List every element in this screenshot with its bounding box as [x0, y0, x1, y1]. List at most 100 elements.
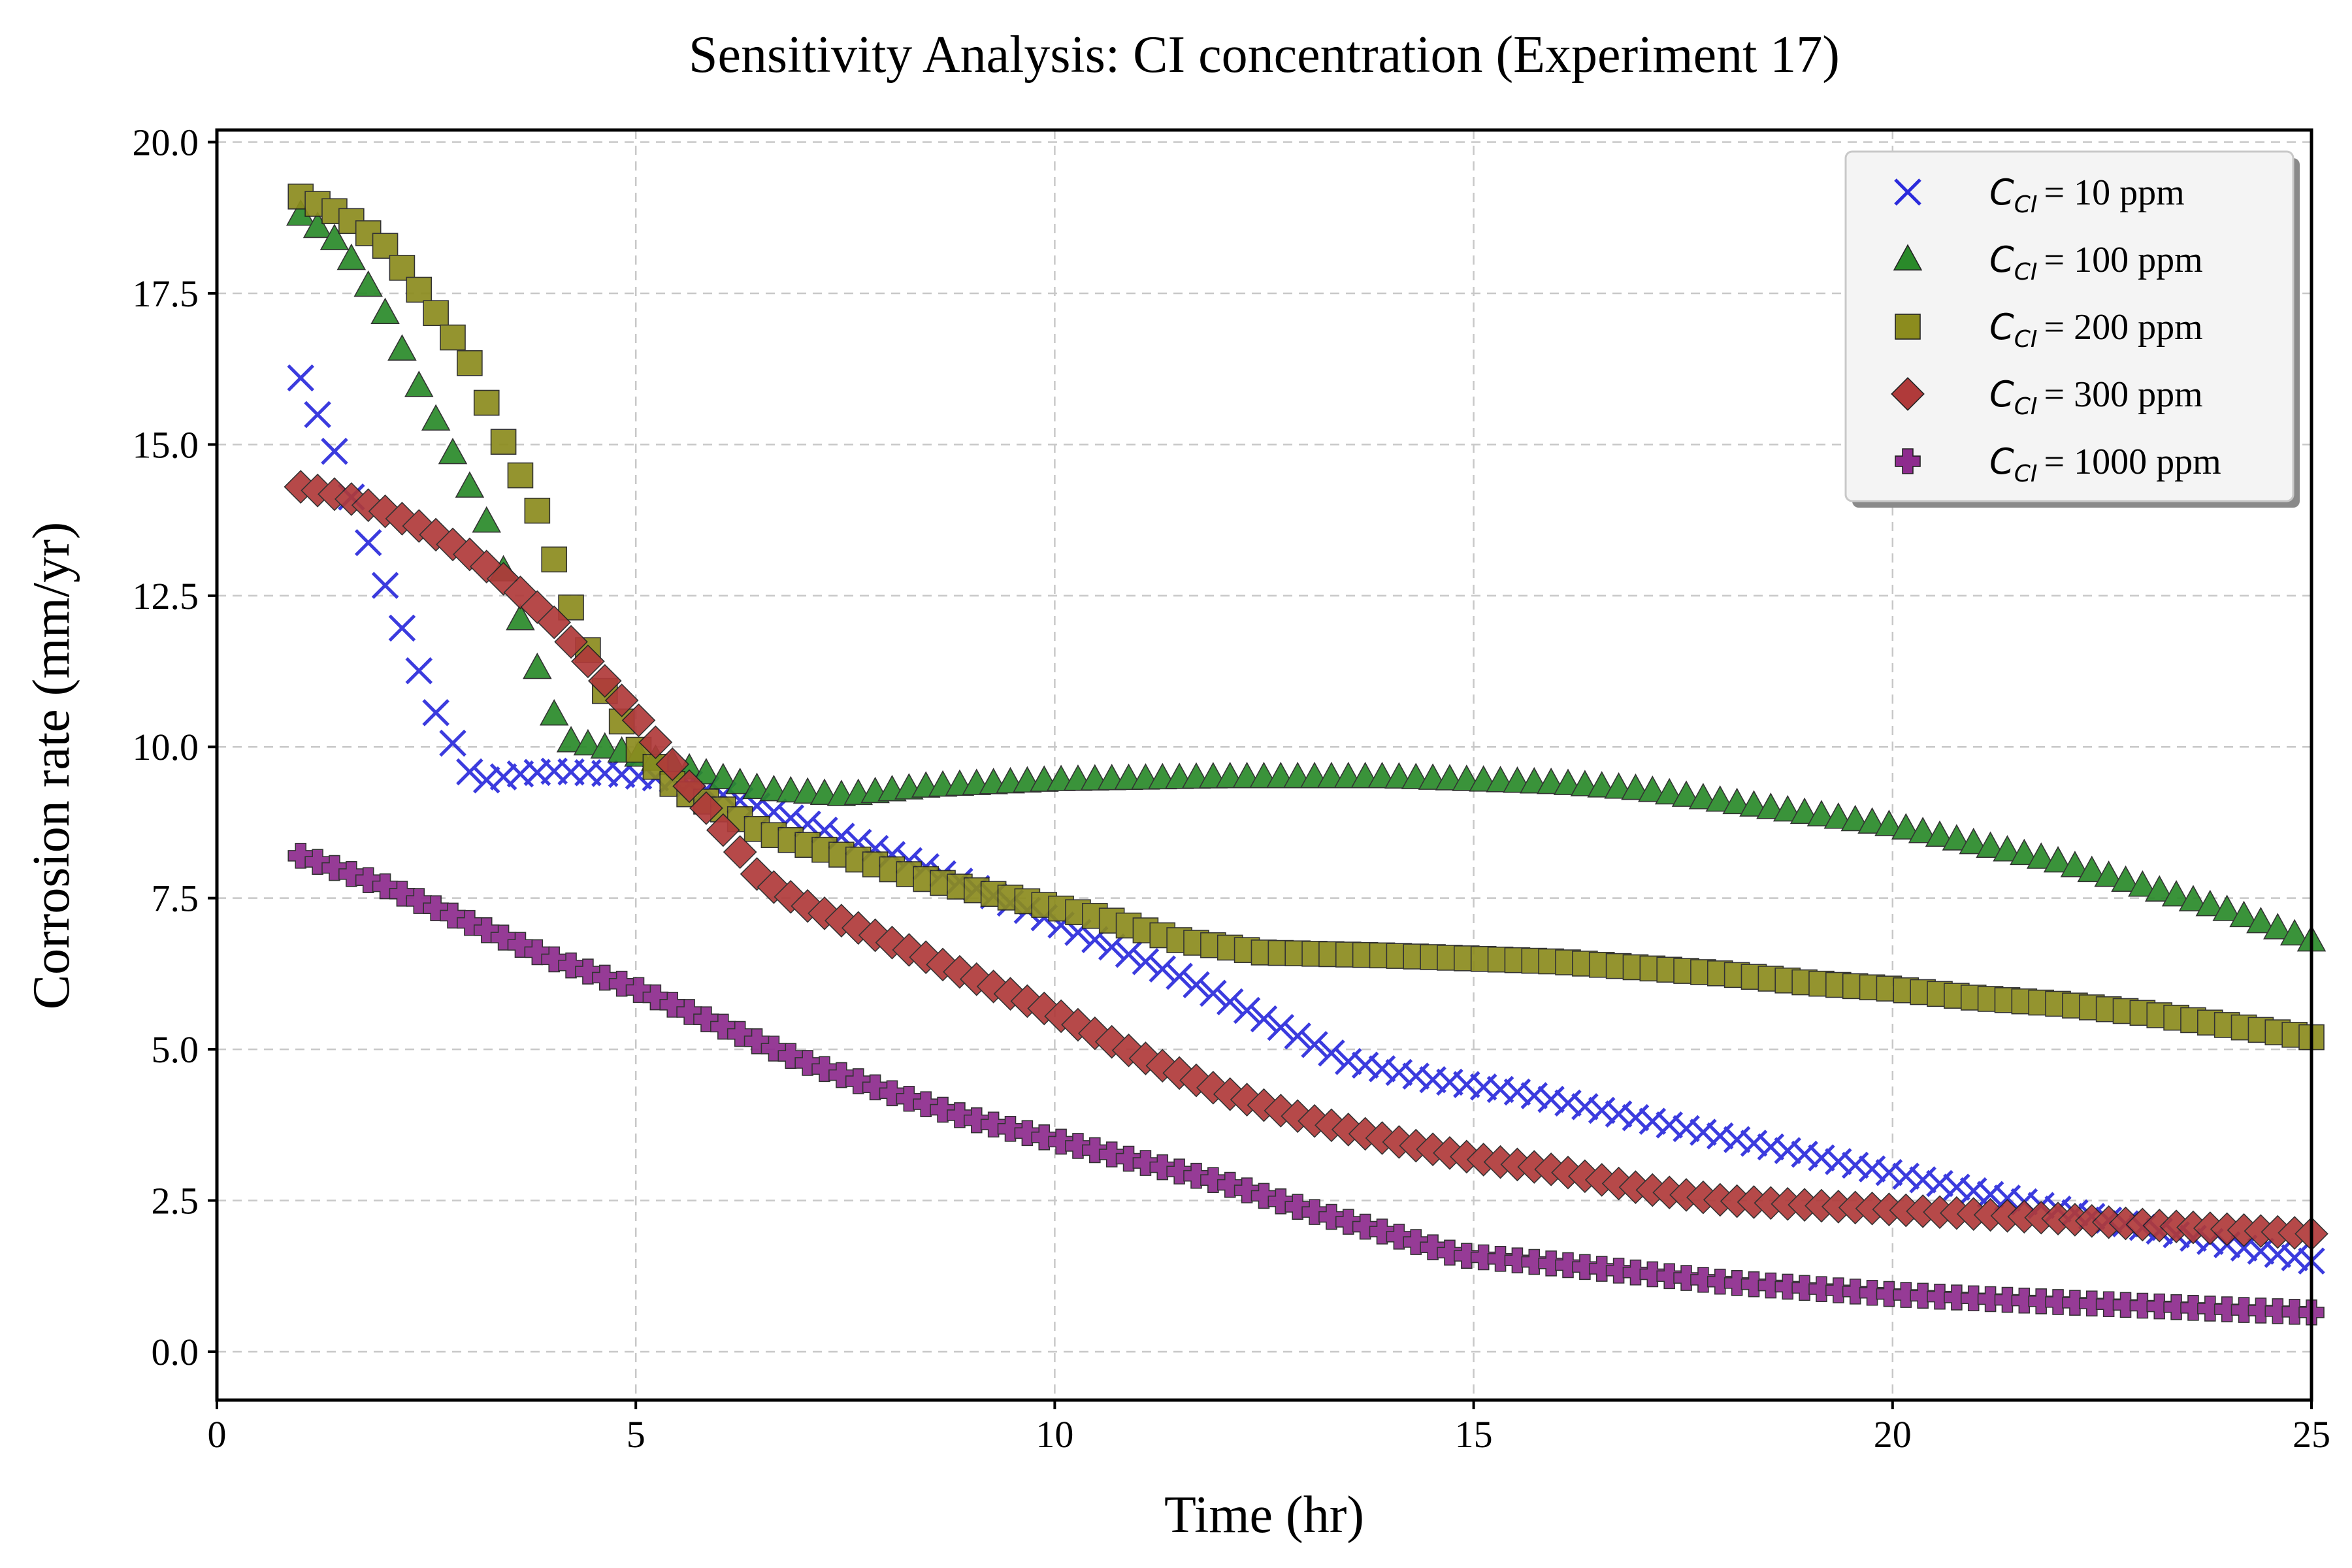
data-point: [1318, 1203, 1345, 1230]
data-point: [1065, 1133, 1091, 1159]
data-point: [457, 350, 483, 376]
data-point: [1808, 1276, 1835, 1302]
data-point: [370, 297, 400, 324]
data-point: [571, 644, 605, 679]
data-point: [556, 726, 586, 753]
data-point: [1690, 1119, 1717, 1146]
data-point: [456, 758, 483, 786]
data-point: [587, 664, 622, 698]
data-point: [811, 1056, 838, 1083]
data-point: [1335, 1209, 1362, 1235]
legend-symbol: C: [1989, 172, 2014, 213]
data-point: [321, 855, 348, 881]
data-point: [1757, 1133, 1785, 1161]
data-point: [334, 482, 368, 516]
data-point: [1927, 1283, 1953, 1310]
data-point: [439, 729, 466, 757]
data-point: [742, 772, 772, 799]
data-point: [1061, 1007, 1095, 1042]
data-point: [591, 964, 618, 991]
data-point: [1791, 1275, 1818, 1301]
data-point: [1605, 1100, 1633, 1128]
data-point: [1098, 933, 1126, 961]
data-point: [2247, 1298, 2274, 1324]
data-point: [1943, 1173, 1970, 1201]
data-point: [875, 925, 909, 960]
data-point: [319, 223, 350, 250]
y-tick-label: 2.5: [152, 1180, 199, 1222]
legend-marker: [1893, 244, 1923, 270]
data-point: [537, 605, 572, 640]
data-point: [621, 703, 656, 738]
data-point: [1213, 1077, 1247, 1111]
data-point: [2246, 906, 2276, 934]
legend-value: = 1000 ppm: [2044, 442, 2221, 482]
data-point: [1267, 1013, 1295, 1041]
data-point: [1705, 785, 1735, 812]
data-point: [472, 506, 501, 533]
data-point: [2197, 1296, 2223, 1322]
data-point: [1791, 1140, 1818, 1168]
data-point: [1926, 1169, 1953, 1198]
data-point: [2195, 889, 2225, 917]
data-point: [1437, 1239, 1463, 1266]
data-point: [1654, 777, 1684, 805]
data-point: [2026, 842, 2056, 869]
y-tick-label: 12.5: [133, 575, 199, 617]
data-point: [1639, 1261, 1666, 1288]
legend-subscript: CI: [2014, 191, 2038, 218]
legend-subscript: CI: [2014, 461, 2038, 487]
data-point: [926, 947, 960, 982]
data-point: [1656, 1263, 1682, 1290]
x-tick-label: 25: [2293, 1413, 2330, 1456]
y-tick-label: 0.0: [152, 1331, 199, 1373]
data-point: [1605, 1258, 1632, 1284]
data-point: [338, 861, 365, 887]
data-point: [2112, 1292, 2139, 1318]
data-point: [1402, 1062, 1429, 1090]
data-point: [2128, 870, 2157, 897]
data-point: [1094, 1024, 1129, 1059]
legend-box: [1844, 150, 2295, 502]
data-point: [455, 471, 485, 498]
data-point: [1656, 1111, 1683, 1139]
data-point: [2146, 1293, 2173, 1320]
legend-subscript: CI: [2014, 259, 2038, 286]
data-point: [1808, 1144, 1835, 1172]
data-point: [1386, 1224, 1413, 1250]
data-point: [1892, 1162, 1920, 1190]
x-tick-label: 20: [1874, 1413, 1912, 1456]
data-point: [1707, 1122, 1734, 1150]
data-point: [287, 364, 315, 392]
data-point: [1520, 1082, 1548, 1109]
data-point: [1027, 991, 1062, 1026]
data-point: [1690, 1267, 1716, 1293]
axis-ticks: 0 5 10 15 20 25 0.0 2.5 5.0 7.5 10.0 12.5 15.0 17.5 20…: [133, 122, 2331, 1456]
data-point: [1521, 1249, 1548, 1275]
data-point: [723, 835, 757, 870]
data-point: [2279, 919, 2310, 946]
data-point: [1806, 800, 1837, 826]
data-point: [1622, 1259, 1649, 1286]
data-point: [725, 768, 755, 794]
legend-marker: [1895, 314, 1921, 340]
data-point: [302, 211, 333, 238]
data-point: [1385, 1058, 1413, 1086]
data-point: [1959, 1177, 1987, 1205]
data-point: [1200, 979, 1227, 1007]
series-200-ppm: [287, 184, 2325, 1051]
data-point: [1555, 1252, 1581, 1279]
data-point: [1115, 940, 1143, 968]
data-point: [355, 867, 382, 893]
data-point: [371, 572, 399, 599]
data-point: [1875, 1158, 1903, 1186]
data-point: [2213, 1296, 2240, 1322]
data-point: [1723, 1126, 1751, 1154]
series-1000-ppm: [287, 843, 2325, 1326]
data-point: [1774, 1273, 1801, 1300]
data-point: [1403, 1229, 1429, 1255]
data-point: [1352, 1213, 1379, 1240]
data-point: [1723, 1270, 1750, 1296]
